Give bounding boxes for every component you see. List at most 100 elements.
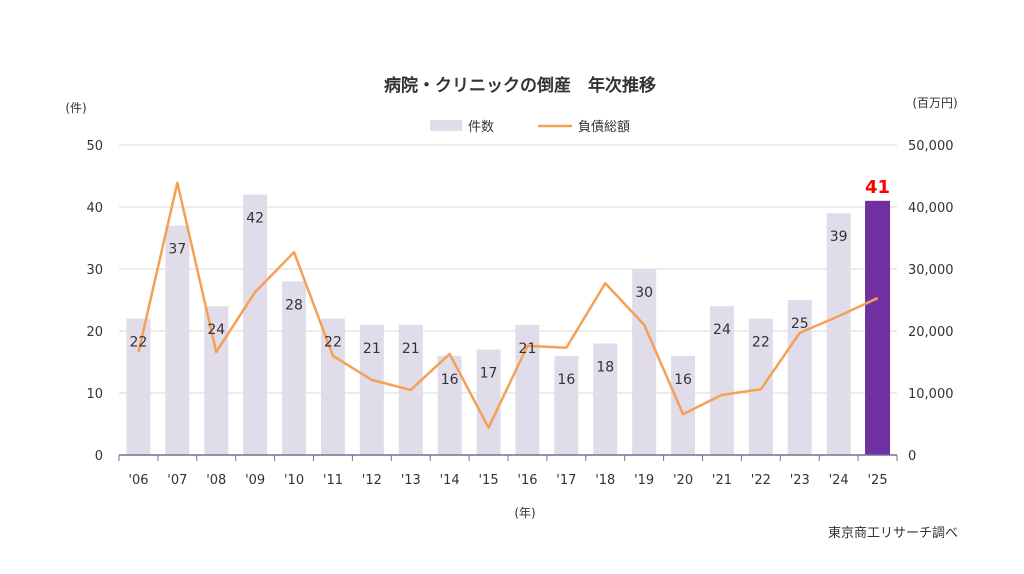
debt-point <box>877 297 879 299</box>
debt-point <box>176 182 178 184</box>
debt-point <box>565 347 567 349</box>
source-note: 東京商工リサーチ調べ <box>828 525 958 541</box>
bar-10 <box>282 281 307 455</box>
bar-value-label: 17 <box>480 366 498 382</box>
debt-point <box>410 389 412 391</box>
bar-value-label: 22 <box>130 335 148 351</box>
x-tick-label: '19 <box>634 473 654 488</box>
bar-06 <box>126 318 151 455</box>
y-right-tick-label: 10,000 <box>908 387 954 402</box>
y-left-tick-label: 10 <box>86 387 103 402</box>
bar-19 <box>632 269 657 455</box>
x-tick-label: '08 <box>206 473 226 488</box>
y-right-tick-label: 20,000 <box>908 325 954 340</box>
y-left-tick-label: 40 <box>86 201 103 216</box>
bar-value-label: 16 <box>441 372 459 388</box>
bar-23 <box>787 300 812 455</box>
bar-15 <box>476 349 501 455</box>
y-left-tick-label: 30 <box>86 263 103 278</box>
x-tick-label: '16 <box>517 473 537 488</box>
debt-point <box>254 291 256 293</box>
x-tick-label: '17 <box>556 473 576 488</box>
bar-17 <box>554 355 579 455</box>
legend-bar-label: 件数 <box>468 120 494 135</box>
bar-value-label: 18 <box>596 359 614 375</box>
bar-value-label: 28 <box>285 297 303 313</box>
debt-point <box>838 315 840 317</box>
bar-21 <box>709 306 734 455</box>
debt-point <box>799 332 801 334</box>
debt-line <box>137 181 879 429</box>
y-right-tick-label: 50,000 <box>908 139 954 154</box>
debt-point <box>371 379 373 381</box>
y-right-tick-label: 40,000 <box>908 201 954 216</box>
debt-point <box>760 388 762 390</box>
debt-point <box>137 351 139 353</box>
legend-bar-swatch <box>430 120 462 131</box>
bar-value-label: 21 <box>519 341 537 357</box>
bar-09 <box>243 194 268 455</box>
bar-12 <box>359 324 384 455</box>
bar-value-label: 41 <box>865 177 890 198</box>
left-axis-unit: (件) <box>65 101 86 115</box>
debt-point <box>293 251 295 253</box>
debt-point <box>604 282 606 284</box>
legend: 件数 負債総額 <box>430 120 630 135</box>
x-tick-label: '23 <box>790 473 810 488</box>
x-tick-label: '15 <box>478 473 498 488</box>
bar-value-label: 30 <box>635 285 653 301</box>
x-tick-label: '21 <box>712 473 732 488</box>
bar-08 <box>204 306 229 455</box>
x-tick-label: '11 <box>323 473 343 488</box>
debt-point <box>643 324 645 326</box>
bar-value-label: 21 <box>363 341 381 357</box>
x-tick-label: '14 <box>440 473 460 488</box>
x-tick-label: '09 <box>245 473 265 488</box>
bar-07 <box>165 225 190 455</box>
y-left-tick-label: 50 <box>86 139 103 154</box>
bar-11 <box>320 318 345 455</box>
bar-value-label: 22 <box>752 335 770 351</box>
y-left-tick-label: 20 <box>86 325 103 340</box>
legend-line-label: 負債総額 <box>578 120 630 135</box>
chart-title: 病院・クリニックの倒産 年次推移 <box>384 75 656 96</box>
debt-point <box>488 427 490 429</box>
y-right-tick-label: 0 <box>908 449 916 464</box>
bar-14 <box>437 355 462 455</box>
x-tick-label: '13 <box>401 473 421 488</box>
x-axis-label: (年) <box>514 506 535 520</box>
bar-24 <box>826 213 851 455</box>
x-tick-label: '22 <box>751 473 771 488</box>
bar-value-label: 37 <box>168 242 186 258</box>
debt-point <box>682 413 684 415</box>
bar-20 <box>671 355 696 455</box>
x-tick-label: '25 <box>867 473 887 488</box>
right-axis-unit: (百万円) <box>912 96 957 110</box>
bar-value-label: 16 <box>557 372 575 388</box>
debt-point <box>721 394 723 396</box>
x-tick-label: '07 <box>167 473 187 488</box>
x-tick-label: '12 <box>362 473 382 488</box>
bar-22 <box>748 318 773 455</box>
bar-value-label: 42 <box>246 211 264 227</box>
x-tick-label: '06 <box>128 473 148 488</box>
bar-value-label: 39 <box>830 229 848 245</box>
bar-value-label: 22 <box>324 335 342 351</box>
bar-value-label: 24 <box>207 322 225 338</box>
debt-point <box>449 353 451 355</box>
debt-point <box>332 355 334 357</box>
y-left-tick-label: 0 <box>95 449 103 464</box>
bar-25 <box>865 200 891 455</box>
bar-value-label: 25 <box>791 316 809 332</box>
x-tick-label: '18 <box>595 473 615 488</box>
bar-18 <box>593 343 618 455</box>
bar-value-label: 21 <box>402 341 420 357</box>
x-tick-label: '10 <box>284 473 304 488</box>
x-tick-label: '24 <box>829 473 849 488</box>
bar-value-label: 16 <box>674 372 692 388</box>
x-tick-label: '20 <box>673 473 693 488</box>
debt-point <box>215 351 217 353</box>
bar-value-label: 24 <box>713 322 731 338</box>
y-right-tick-label: 30,000 <box>908 263 954 278</box>
